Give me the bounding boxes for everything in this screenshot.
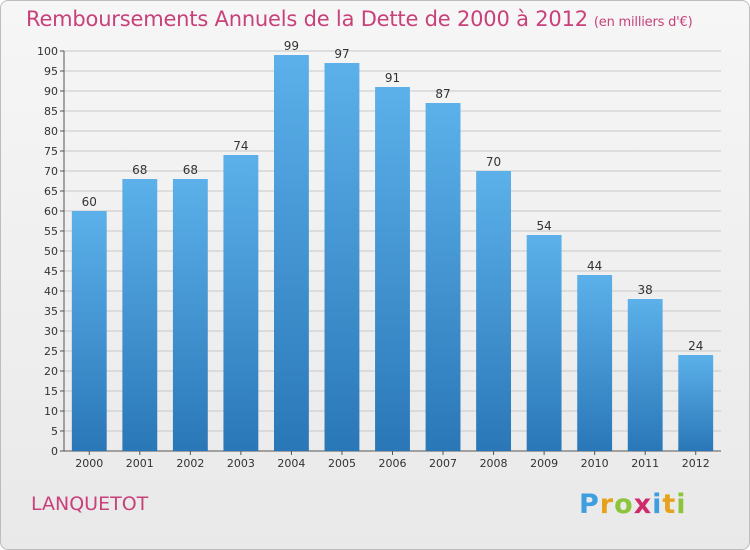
chart-title: Remboursements Annuels de la Dette de 20… bbox=[26, 7, 693, 31]
x-tick-label: 2000 bbox=[75, 457, 103, 470]
data-label-2008: 70 bbox=[486, 155, 501, 169]
y-tick-label: 25 bbox=[44, 345, 58, 358]
y-tick-label: 100 bbox=[37, 45, 58, 58]
logo-letter: i bbox=[652, 489, 663, 520]
data-label-2007: 87 bbox=[435, 87, 450, 101]
y-tick-label: 40 bbox=[44, 285, 58, 298]
bar-2011 bbox=[627, 299, 663, 451]
x-tick-label: 2004 bbox=[277, 457, 305, 470]
x-tick-label: 2003 bbox=[227, 457, 255, 470]
data-label-2012: 24 bbox=[688, 339, 703, 353]
y-tick-label: 45 bbox=[44, 265, 58, 278]
bar-2005 bbox=[324, 63, 360, 451]
data-label-2002: 68 bbox=[183, 163, 198, 177]
y-tick-label: 90 bbox=[44, 85, 58, 98]
logo-letter: o bbox=[614, 489, 634, 520]
y-tick-label: 5 bbox=[51, 425, 58, 438]
y-tick-label: 70 bbox=[44, 165, 58, 178]
x-tick-label: 2008 bbox=[480, 457, 508, 470]
proxiti-logo: Proxiti bbox=[579, 489, 687, 520]
bars bbox=[71, 55, 714, 451]
data-label-2009: 54 bbox=[536, 219, 551, 233]
y-tick-label: 55 bbox=[44, 225, 58, 238]
y-tick-label: 0 bbox=[51, 445, 58, 458]
chart-title-text: Remboursements Annuels de la Dette de 20… bbox=[26, 7, 588, 31]
x-tick-label: 2012 bbox=[682, 457, 710, 470]
data-label-2004: 99 bbox=[284, 39, 299, 53]
y-tick-label: 35 bbox=[44, 305, 58, 318]
logo-letter: i bbox=[676, 489, 687, 520]
bar-2006 bbox=[375, 87, 410, 451]
bar-2009 bbox=[526, 235, 562, 451]
data-label-2010: 44 bbox=[587, 259, 602, 273]
data-label-2006: 91 bbox=[385, 71, 400, 85]
bar-2008 bbox=[476, 171, 512, 451]
x-tick-label: 2001 bbox=[126, 457, 154, 470]
bar-2012 bbox=[678, 355, 714, 451]
data-label-2000: 60 bbox=[82, 195, 97, 209]
x-tick-label: 2010 bbox=[581, 457, 609, 470]
bar-2010 bbox=[577, 275, 613, 451]
bar-2004 bbox=[273, 55, 309, 451]
chart-subtitle: (en milliers d'€) bbox=[593, 15, 693, 30]
bar-2002 bbox=[172, 179, 208, 451]
y-tick-label: 60 bbox=[44, 205, 58, 218]
x-tick-label: 2006 bbox=[379, 457, 407, 470]
logo-letter: r bbox=[599, 489, 615, 520]
y-tick-label: 15 bbox=[44, 385, 58, 398]
x-tick-label: 2011 bbox=[631, 457, 659, 470]
data-labels: 60 68 68 74 99 97 91 87 70 54 44 38 24 bbox=[82, 39, 704, 353]
x-tick-label: 2002 bbox=[176, 457, 204, 470]
logo-letter: P bbox=[579, 489, 600, 520]
logo-letter: x bbox=[633, 489, 653, 520]
y-tick-label: 75 bbox=[44, 145, 58, 158]
y-tick-label: 95 bbox=[44, 65, 58, 78]
y-tick-label: 50 bbox=[44, 245, 58, 258]
y-tick-labels: 0 5 10 15 20 25 30 35 40 45 50 55 60 65 70 75 80 85 90 95 10… bbox=[37, 45, 58, 458]
bar-2007 bbox=[425, 103, 461, 451]
data-label-2005: 97 bbox=[334, 47, 349, 61]
data-label-2001: 68 bbox=[132, 163, 147, 177]
data-label-2003: 74 bbox=[233, 139, 248, 153]
bar-2000 bbox=[71, 211, 107, 451]
commune-name: LANQUETOT bbox=[31, 493, 149, 515]
y-tick-label: 20 bbox=[44, 365, 58, 378]
x-tick-label: 2005 bbox=[328, 457, 356, 470]
y-tick-label: 80 bbox=[44, 125, 58, 138]
y-tick-label: 65 bbox=[44, 185, 58, 198]
data-label-2011: 38 bbox=[638, 283, 653, 297]
logo-letter: t bbox=[662, 489, 677, 520]
y-tick-label: 30 bbox=[44, 325, 58, 338]
y-tick-label: 85 bbox=[44, 105, 58, 118]
x-tick-label: 2007 bbox=[429, 457, 457, 470]
bar-2001 bbox=[122, 179, 158, 451]
x-tick-label: 2009 bbox=[530, 457, 558, 470]
x-tick-labels: 2000 2001 2002 2003 2004 2005 2006 2007 2008 2009… bbox=[75, 451, 710, 470]
y-tick-label: 10 bbox=[44, 405, 58, 418]
bar-2003 bbox=[223, 155, 259, 451]
